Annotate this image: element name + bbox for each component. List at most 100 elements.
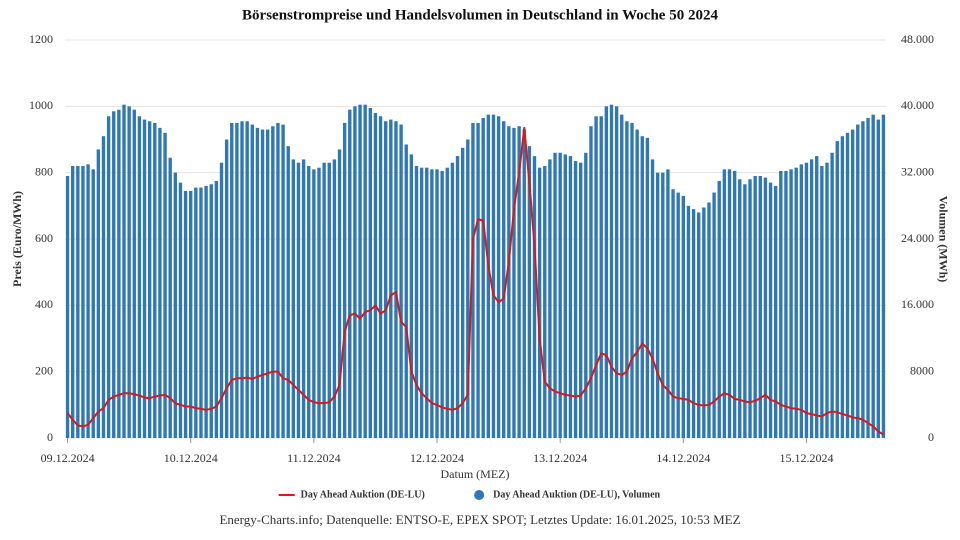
bar bbox=[173, 172, 178, 438]
bar bbox=[717, 180, 721, 439]
bar bbox=[327, 162, 331, 438]
bar bbox=[758, 175, 762, 438]
bar bbox=[168, 157, 172, 438]
y-tick-label: 0 bbox=[47, 430, 53, 444]
bar bbox=[830, 152, 834, 438]
y-axis-title: Preis (Euro/MWh) bbox=[10, 191, 24, 287]
bar bbox=[271, 126, 275, 438]
bar bbox=[132, 109, 136, 439]
y2-tick-label: 16.000 bbox=[901, 297, 934, 311]
bar bbox=[158, 127, 162, 439]
bar bbox=[399, 124, 403, 438]
bar bbox=[548, 159, 552, 438]
bar bbox=[209, 184, 213, 438]
bar bbox=[789, 169, 793, 438]
bar bbox=[481, 117, 485, 439]
bar bbox=[763, 177, 768, 438]
bar bbox=[743, 184, 747, 438]
y2-tick-label: 48.000 bbox=[901, 32, 934, 46]
legend-swatch bbox=[474, 490, 485, 500]
bar bbox=[809, 159, 814, 438]
bar bbox=[219, 162, 224, 438]
x-tick-label: 11.12.2024 bbox=[287, 451, 341, 465]
bar bbox=[568, 156, 573, 439]
bar bbox=[563, 154, 567, 439]
bar bbox=[281, 124, 285, 438]
bar bbox=[840, 136, 845, 438]
bar bbox=[332, 159, 337, 438]
y-tick-label: 400 bbox=[35, 297, 53, 311]
bar bbox=[768, 182, 773, 438]
bar bbox=[496, 116, 501, 439]
y2-tick-label: 0 bbox=[928, 430, 934, 444]
bar bbox=[440, 171, 444, 438]
bar bbox=[820, 166, 824, 439]
bar bbox=[594, 116, 598, 439]
bar bbox=[738, 179, 742, 439]
bar bbox=[373, 112, 378, 438]
bar bbox=[825, 162, 829, 438]
bar bbox=[702, 207, 706, 438]
x-axis-title: Datum (MEZ) bbox=[441, 467, 510, 481]
y-tick-label: 1000 bbox=[29, 98, 53, 112]
bar bbox=[558, 152, 562, 438]
bar bbox=[65, 175, 70, 438]
bar bbox=[337, 149, 342, 438]
bar bbox=[815, 156, 819, 439]
bar bbox=[183, 190, 188, 438]
bar bbox=[620, 114, 624, 438]
x-tick-label: 14.12.2024 bbox=[656, 451, 710, 465]
bar bbox=[681, 195, 686, 438]
bar bbox=[122, 104, 126, 439]
bar bbox=[502, 121, 506, 438]
bar bbox=[645, 137, 650, 438]
bar bbox=[378, 116, 383, 439]
source-note: Energy-Charts.info; Datenquelle: ENTSO-E… bbox=[219, 512, 740, 527]
y-tick-label: 1200 bbox=[29, 32, 53, 46]
bar bbox=[414, 166, 419, 439]
bar bbox=[527, 146, 532, 438]
bar bbox=[512, 127, 516, 439]
bar bbox=[476, 122, 480, 439]
bar bbox=[727, 169, 732, 438]
bar bbox=[522, 129, 526, 439]
bar bbox=[240, 121, 244, 438]
bar bbox=[91, 169, 95, 438]
bar bbox=[307, 166, 311, 439]
x-tick-label: 12.12.2024 bbox=[410, 451, 464, 465]
bar bbox=[430, 169, 434, 438]
bar bbox=[353, 106, 357, 438]
bar bbox=[245, 121, 249, 438]
price-line bbox=[66, 126, 884, 436]
bar bbox=[189, 190, 193, 438]
bar bbox=[845, 132, 850, 438]
y-tick-label: 600 bbox=[35, 231, 53, 245]
bar bbox=[322, 162, 326, 438]
bar bbox=[466, 139, 470, 438]
bar bbox=[425, 167, 429, 439]
bar bbox=[348, 109, 352, 439]
bar bbox=[584, 152, 588, 438]
bar bbox=[517, 126, 521, 438]
bar bbox=[214, 180, 219, 439]
y-tick-label: 800 bbox=[35, 164, 53, 178]
x-tick-label: 10.12.2024 bbox=[164, 451, 218, 465]
bar bbox=[532, 156, 537, 439]
bar bbox=[712, 192, 716, 438]
x-tick-label: 13.12.2024 bbox=[533, 451, 587, 465]
bar bbox=[112, 111, 116, 438]
bar bbox=[671, 189, 675, 438]
bar bbox=[599, 116, 603, 439]
bar bbox=[871, 114, 875, 438]
bar bbox=[799, 164, 804, 438]
bar bbox=[835, 141, 839, 439]
bar bbox=[543, 166, 547, 439]
bar bbox=[722, 169, 727, 438]
bar bbox=[650, 159, 655, 438]
bar bbox=[276, 122, 280, 439]
bar bbox=[312, 169, 316, 438]
bar bbox=[604, 106, 609, 438]
bar bbox=[317, 167, 321, 439]
y2-tick-label: 24.000 bbox=[901, 231, 934, 245]
bar bbox=[773, 185, 778, 438]
